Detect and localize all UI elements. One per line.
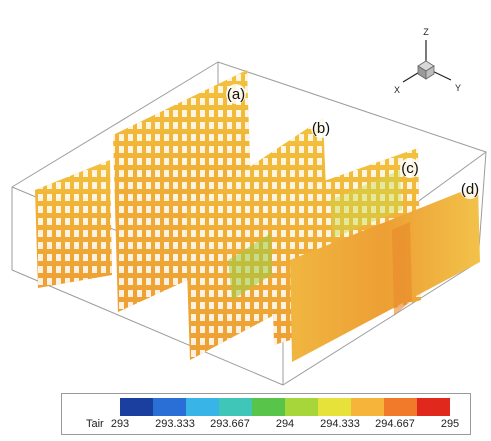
panel-label-d: (d): [461, 181, 479, 198]
legend-tick-label: 295: [440, 418, 460, 430]
color-scale-segment: [153, 398, 187, 416]
axis-x-label: X: [394, 85, 400, 95]
color-scale-segment: [417, 398, 450, 416]
axis-triad-icon: Z X Y: [394, 27, 461, 95]
color-scale-segment: [120, 398, 154, 416]
temperature-plane-d: [290, 185, 480, 362]
panel-label-a: (a): [227, 86, 245, 103]
legend-tick-label: 293.333: [155, 418, 195, 430]
axis-z-label: Z: [423, 27, 429, 37]
color-scale-segment: [351, 398, 385, 416]
legend-tick-label: 293.667: [210, 418, 250, 430]
color-scale-segment: [186, 398, 220, 416]
legend-variable-label: Tair: [86, 418, 104, 430]
panel-label-b: (b): [312, 120, 330, 137]
legend-tick-label: 294.333: [320, 418, 360, 430]
panel-labels: (a) (b) (c) (d): [226, 84, 480, 199]
temperature-plane-left: [35, 160, 112, 288]
legend-tick-label: 294.667: [375, 418, 415, 430]
color-scale-segment: [285, 398, 319, 416]
legend-tick-label: 293: [110, 418, 130, 430]
panel-label-c: (c): [401, 160, 419, 177]
legend-tick-label: 294: [275, 418, 295, 430]
axis-y-label: Y: [455, 83, 461, 93]
color-scale-segment: [384, 398, 418, 416]
color-scale-segment: [318, 398, 352, 416]
color-scale-bar: [120, 398, 450, 416]
color-scale-segment: [252, 398, 286, 416]
color-scale-segment: [219, 398, 253, 416]
